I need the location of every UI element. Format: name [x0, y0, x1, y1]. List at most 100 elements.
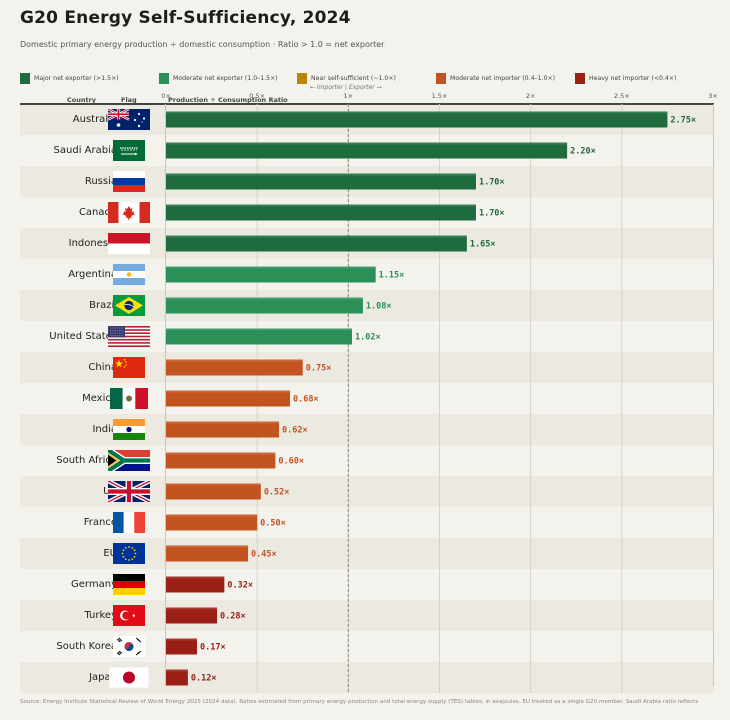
- header-divider: [20, 103, 714, 105]
- united-states-flag-icon: [108, 326, 150, 347]
- x-tick-label: 2×: [525, 92, 536, 100]
- saudi-arabia-flag-icon: [113, 140, 145, 161]
- bar-turkey: [166, 607, 218, 624]
- bar-highlight: [166, 328, 352, 331]
- argentina-flag-icon: [113, 264, 145, 285]
- x-tick-label: 3×: [708, 92, 718, 100]
- legend-item-moderate-importer: Moderate net importer (0.4–1.0×): [436, 72, 555, 84]
- country-label: Germany: [71, 579, 117, 590]
- legend-item-heavy-importer: Heavy net importer (<0.4×): [575, 72, 676, 84]
- bar-highlight: [166, 483, 261, 486]
- bar-value-label: 0.52×: [264, 488, 290, 498]
- bar-value-label: 1.65×: [470, 240, 496, 250]
- country-label: Canada: [78, 207, 117, 218]
- bar-highlight: [166, 421, 280, 424]
- canada-flag-icon: [108, 202, 150, 223]
- x-tick-label: 2.5×: [613, 92, 630, 100]
- bar-germany: [166, 576, 225, 593]
- bar-india: [166, 421, 280, 438]
- bar-highlight: [166, 452, 276, 455]
- bar-value-label: 1.02×: [355, 333, 381, 343]
- bar-value-label: 0.17×: [200, 643, 226, 653]
- x-tick-label: 1.5×: [431, 92, 448, 100]
- bar-highlight: [166, 514, 258, 517]
- bar-highlight: [166, 576, 225, 579]
- country-label: France: [83, 517, 117, 528]
- y-axis-line: [165, 104, 166, 686]
- bar-indonesia: [166, 235, 467, 252]
- bar-highlight: [166, 390, 290, 393]
- bar-value-label: 0.12×: [191, 674, 217, 684]
- bar-value-label: 0.75×: [306, 364, 332, 374]
- uk-flag-icon: [108, 481, 150, 502]
- bar-highlight: [166, 266, 376, 269]
- indonesia-flag-icon: [108, 233, 150, 254]
- bar-value-label: 0.50×: [260, 519, 286, 529]
- bar-saudi-arabia: [166, 142, 568, 159]
- country-label: Saudi Arabia: [53, 145, 117, 156]
- south-korea-flag-icon: [113, 636, 145, 657]
- country-label: Brazil: [89, 300, 117, 311]
- india-flag-icon: [113, 419, 145, 440]
- table-row: Mexico: [20, 383, 714, 414]
- country-label: Argentina: [68, 269, 117, 280]
- australia-flag-icon: [108, 109, 150, 130]
- france-flag-icon: [113, 512, 145, 533]
- table-row: South Korea: [20, 631, 714, 662]
- legend-swatch: [159, 72, 169, 84]
- chart-subtitle: Domestic primary energy production ÷ dom…: [20, 40, 385, 49]
- x-tick-label: 0.5×: [249, 92, 266, 100]
- bar-value-label: 1.08×: [366, 302, 392, 312]
- bar-value-label: 0.45×: [251, 550, 277, 560]
- legend: Major net exporter (>1.5×) Moderate net …: [20, 72, 720, 86]
- bar-united-states: [166, 328, 352, 345]
- bar-uk: [166, 483, 261, 500]
- country-label: Australia: [72, 114, 117, 125]
- legend-label: Moderate net importer (0.4–1.0×): [450, 74, 556, 82]
- bar-highlight: [166, 142, 568, 145]
- bar-highlight: [166, 607, 218, 610]
- legend-swatch: [20, 72, 30, 84]
- mexico-flag-icon: [110, 388, 148, 409]
- bar-canada: [166, 204, 476, 221]
- bar-mexico: [166, 390, 290, 407]
- chart-title: G20 Energy Self-Sufficiency, 2024: [20, 8, 351, 28]
- ratio-column-header: Production ÷ Consumption Ratio: [168, 96, 288, 104]
- bar-value-label: 1.70×: [479, 209, 505, 219]
- legend-label: Heavy net importer (<0.4×): [589, 74, 677, 82]
- bar-value-label: 0.28×: [220, 612, 246, 622]
- legend-item-moderate-exporter: Moderate net exporter (1.0–1.5×): [159, 72, 278, 84]
- bar-value-label: 0.60×: [278, 457, 304, 467]
- bar-highlight: [166, 638, 197, 641]
- bar-south-africa: [166, 452, 276, 469]
- bar-value-label: 0.68×: [293, 395, 319, 405]
- bar-highlight: [166, 204, 476, 207]
- bar-highlight: [166, 297, 363, 300]
- country-label: EU: [103, 548, 117, 559]
- country-column-header: Country: [67, 96, 97, 104]
- bar-value-label: 2.75×: [670, 116, 696, 126]
- bar-highlight: [166, 173, 476, 176]
- country-label: South Korea: [56, 641, 117, 652]
- table-row: Turkey: [20, 600, 714, 631]
- plot-right-edge: [713, 104, 714, 686]
- bar-china: [166, 359, 303, 376]
- bar-australia: [166, 111, 668, 128]
- x-tick-label: 1×: [343, 92, 354, 100]
- bar-brazil: [166, 297, 363, 314]
- table-row: China: [20, 352, 714, 383]
- eu-flag-icon: [113, 543, 145, 564]
- table-row: Japan: [20, 662, 714, 693]
- legend-swatch: [436, 72, 446, 84]
- flag-column-header: Flag: [121, 96, 137, 104]
- legend-label: Moderate net exporter (1.0–1.5×): [173, 74, 278, 82]
- table-row: Brazil: [20, 290, 714, 321]
- bar-value-label: 0.32×: [227, 581, 253, 591]
- table-row: United States: [20, 321, 714, 352]
- table-row: South Africa: [20, 445, 714, 476]
- russia-flag-icon: [113, 171, 145, 192]
- bar-highlight: [166, 111, 668, 114]
- table-row: France: [20, 507, 714, 538]
- south-africa-flag-icon: [108, 450, 150, 471]
